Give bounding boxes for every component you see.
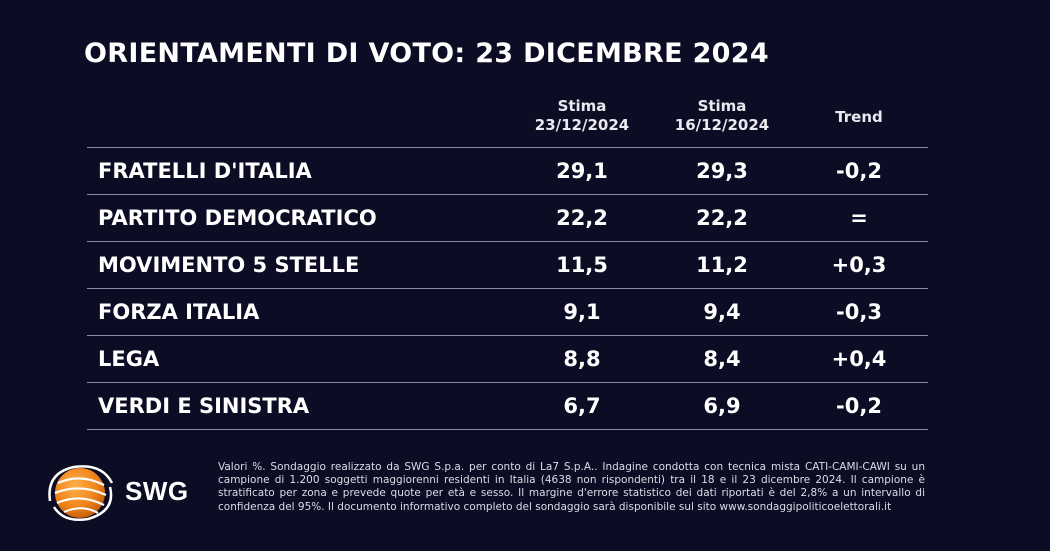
- table-row: MOVIMENTO 5 STELLE 11,5 11,2 +0,3: [87, 241, 928, 288]
- poll-table: Stima 23/12/2024 Stima 16/12/2024 Trend …: [87, 95, 928, 430]
- current-estimate: 8,8: [563, 347, 601, 371]
- trend-value: =: [850, 206, 868, 230]
- trend-value: -0,2: [836, 394, 882, 418]
- party-name: PARTITO DEMOCRATICO: [98, 206, 377, 230]
- previous-estimate: 11,2: [696, 253, 748, 277]
- table-body: FRATELLI D'ITALIA 29,1 29,3 -0,2 PARTITO…: [87, 147, 928, 430]
- previous-estimate: 22,2: [696, 206, 748, 230]
- trend-value: -0,3: [836, 300, 882, 324]
- previous-estimate: 6,9: [703, 394, 741, 418]
- methodology-note: Valori %. Sondaggio realizzato da SWG S.…: [218, 461, 925, 513]
- swg-globe-icon: [48, 465, 114, 521]
- table-row: VERDI E SINISTRA 6,7 6,9 -0,2: [87, 382, 928, 430]
- previous-estimate: 9,4: [703, 300, 741, 324]
- column-header-current: Stima 23/12/2024: [507, 97, 657, 135]
- current-estimate: 6,7: [563, 394, 601, 418]
- table-row: FORZA ITALIA 9,1 9,4 -0,3: [87, 288, 928, 335]
- table-row: PARTITO DEMOCRATICO 22,2 22,2 =: [87, 194, 928, 241]
- current-estimate: 29,1: [556, 159, 608, 183]
- table-header: Stima 23/12/2024 Stima 16/12/2024 Trend: [87, 95, 928, 147]
- page-title: ORIENTAMENTI DI VOTO: 23 DICEMBRE 2024: [84, 38, 769, 69]
- party-name: VERDI E SINISTRA: [98, 394, 310, 418]
- table-row: FRATELLI D'ITALIA 29,1 29,3 -0,2: [87, 147, 928, 194]
- logo-text: SWG: [125, 476, 189, 506]
- column-header-trend: Trend: [835, 108, 883, 126]
- party-name: FORZA ITALIA: [98, 300, 260, 324]
- party-name: MOVIMENTO 5 STELLE: [98, 253, 360, 277]
- party-name: FRATELLI D'ITALIA: [98, 159, 312, 183]
- swg-logo: SWG: [44, 461, 204, 523]
- table-row: LEGA 8,8 8,4 +0,4: [87, 335, 928, 382]
- previous-estimate: 8,4: [703, 347, 741, 371]
- column-header-current-line1: Stima: [557, 97, 607, 115]
- trend-value: +0,4: [831, 347, 887, 371]
- column-header-current-line2: 23/12/2024: [534, 116, 630, 134]
- trend-value: +0,3: [831, 253, 887, 277]
- previous-estimate: 29,3: [696, 159, 748, 183]
- current-estimate: 22,2: [556, 206, 608, 230]
- current-estimate: 11,5: [556, 253, 608, 277]
- column-header-previous-line2: 16/12/2024: [674, 116, 770, 134]
- column-header-previous-line1: Stima: [697, 97, 747, 115]
- party-name: LEGA: [98, 347, 160, 371]
- trend-value: -0,2: [836, 159, 882, 183]
- current-estimate: 9,1: [563, 300, 601, 324]
- column-header-previous: Stima 16/12/2024: [647, 97, 797, 135]
